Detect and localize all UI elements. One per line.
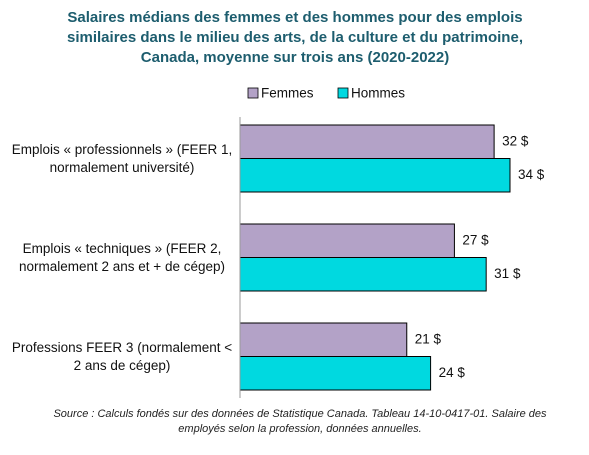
legend-label: Femmes	[261, 86, 314, 101]
bar	[239, 223, 455, 258]
bar	[239, 124, 495, 159]
bar	[239, 158, 511, 193]
value-label: 24 $	[439, 365, 466, 380]
value-label: 31 $	[494, 266, 521, 281]
value-label: 32 $	[502, 133, 529, 148]
value-label: 27 $	[462, 232, 489, 247]
bar	[239, 257, 487, 292]
bar	[239, 322, 408, 357]
chart-title: Salaires médians des femmes et des homme…	[67, 9, 523, 66]
legend-swatch	[247, 87, 259, 99]
category-label: Professions FEER 3 (normalement < 2 ans …	[11, 339, 233, 373]
legend-label: Hommes	[351, 86, 405, 101]
value-label: 21 $	[415, 331, 442, 346]
category-label: Emplois « techniques » (FEER 2, normalem…	[18, 240, 225, 274]
bar	[239, 356, 432, 391]
category-label: Emplois « professionnels » (FEER 1, norm…	[11, 141, 233, 175]
source-note: Source : Calculs fondés sur des données …	[53, 408, 547, 435]
value-label: 34 $	[518, 167, 545, 182]
legend-swatch	[337, 87, 349, 99]
